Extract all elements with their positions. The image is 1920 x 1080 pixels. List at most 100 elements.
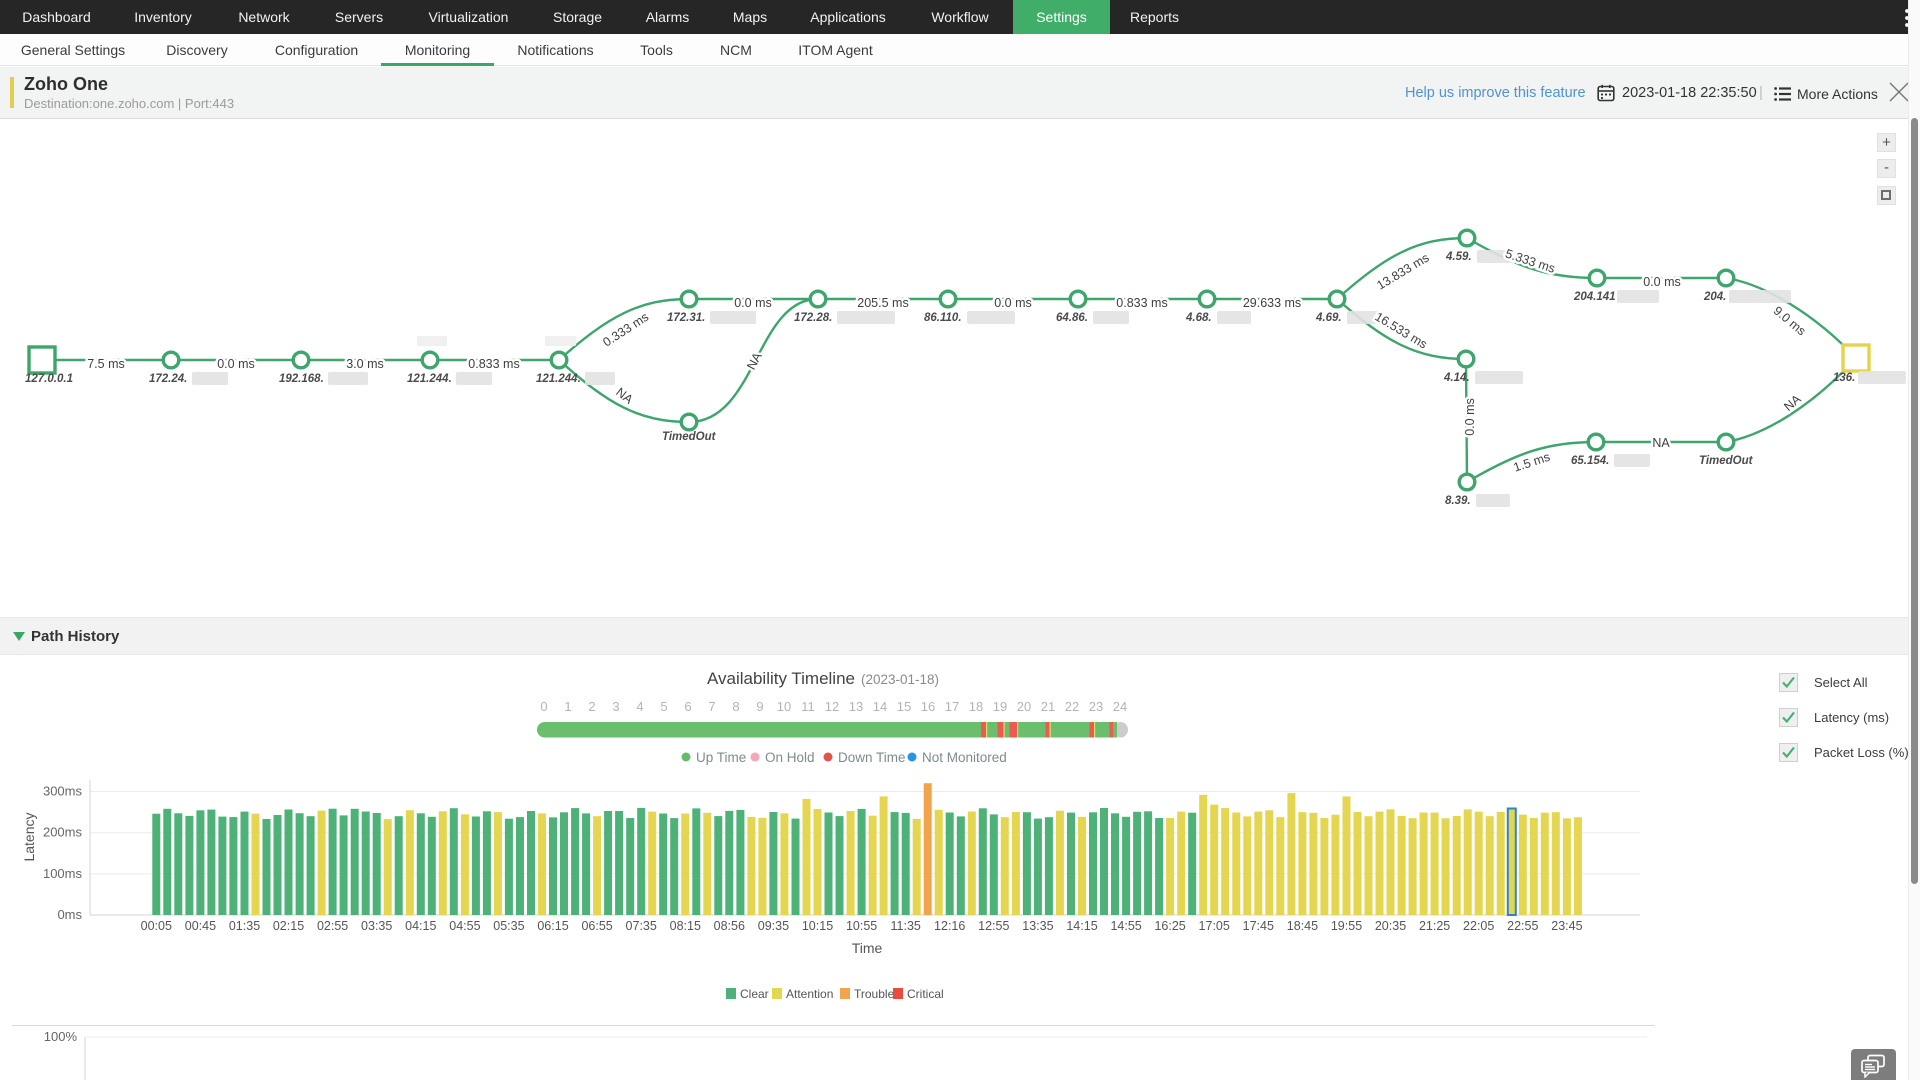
svg-text:1: 1 bbox=[564, 699, 571, 714]
svg-text:Down Time: Down Time bbox=[838, 750, 906, 765]
svg-text:0.0 ms: 0.0 ms bbox=[734, 296, 772, 310]
svg-text:05:35: 05:35 bbox=[493, 919, 524, 933]
svg-text:Critical: Critical bbox=[907, 987, 944, 1001]
svg-text:17:45: 17:45 bbox=[1243, 919, 1274, 933]
svg-text:22:55: 22:55 bbox=[1507, 919, 1538, 933]
svg-text:121.244.: 121.244. bbox=[536, 373, 581, 385]
svg-text:7.5 ms: 7.5 ms bbox=[87, 357, 125, 371]
svg-text:On Hold: On Hold bbox=[765, 750, 815, 765]
svg-text:17: 17 bbox=[945, 699, 959, 714]
svg-text:Not Monitored: Not Monitored bbox=[922, 750, 1007, 765]
svg-text:Attention: Attention bbox=[786, 987, 833, 1001]
svg-text:6: 6 bbox=[684, 699, 691, 714]
svg-text:200ms: 200ms bbox=[43, 825, 83, 840]
svg-text:23: 23 bbox=[1089, 699, 1103, 714]
svg-text:0.0 ms: 0.0 ms bbox=[994, 296, 1032, 310]
svg-text:22: 22 bbox=[1065, 699, 1079, 714]
svg-text:07:35: 07:35 bbox=[626, 919, 657, 933]
svg-text:300ms: 300ms bbox=[43, 784, 83, 799]
svg-text:TimedOut: TimedOut bbox=[662, 431, 717, 443]
svg-text:02:55: 02:55 bbox=[317, 919, 348, 933]
svg-text:19: 19 bbox=[993, 699, 1007, 714]
svg-text:0ms: 0ms bbox=[57, 907, 82, 922]
svg-text:21: 21 bbox=[1041, 699, 1055, 714]
svg-text:11: 11 bbox=[801, 699, 815, 714]
svg-text:00:45: 00:45 bbox=[185, 919, 216, 933]
svg-text:86.110.: 86.110. bbox=[924, 312, 962, 324]
svg-text:Availability Timeline: Availability Timeline bbox=[707, 669, 855, 688]
svg-text:06:55: 06:55 bbox=[581, 919, 612, 933]
svg-text:100%: 100% bbox=[44, 1029, 78, 1044]
svg-text:204.: 204. bbox=[1703, 291, 1726, 303]
svg-text:24: 24 bbox=[1113, 699, 1127, 714]
svg-text:2: 2 bbox=[588, 699, 595, 714]
svg-text:0.833 ms: 0.833 ms bbox=[1116, 296, 1167, 310]
svg-text:13:35: 13:35 bbox=[1022, 919, 1053, 933]
svg-text:06:15: 06:15 bbox=[537, 919, 568, 933]
svg-text:14: 14 bbox=[873, 699, 887, 714]
svg-text:20:35: 20:35 bbox=[1375, 919, 1406, 933]
svg-text:127.0.0.1: 127.0.0.1 bbox=[25, 373, 73, 385]
svg-text:4.69.: 4.69. bbox=[1315, 312, 1342, 324]
svg-text:14:15: 14:15 bbox=[1066, 919, 1097, 933]
svg-text:0.0 ms: 0.0 ms bbox=[1643, 275, 1681, 289]
svg-text:0.833 ms: 0.833 ms bbox=[468, 357, 519, 371]
svg-text:01:35: 01:35 bbox=[229, 919, 260, 933]
svg-text:10:15: 10:15 bbox=[802, 919, 833, 933]
svg-text:172.28.: 172.28. bbox=[794, 312, 832, 324]
svg-text:172.31.: 172.31. bbox=[667, 312, 705, 324]
svg-text:0.0 ms: 0.0 ms bbox=[217, 357, 255, 371]
svg-text:16: 16 bbox=[921, 699, 935, 714]
svg-text:136.: 136. bbox=[1833, 372, 1855, 384]
svg-text:3.0 ms: 3.0 ms bbox=[346, 357, 384, 371]
svg-text:4.68.: 4.68. bbox=[1185, 312, 1212, 324]
svg-text:14:55: 14:55 bbox=[1110, 919, 1141, 933]
svg-text:16:25: 16:25 bbox=[1154, 919, 1185, 933]
svg-text:12: 12 bbox=[825, 699, 839, 714]
svg-text:Time: Time bbox=[852, 940, 883, 956]
svg-text:20: 20 bbox=[1017, 699, 1031, 714]
svg-text:64.86.: 64.86. bbox=[1056, 312, 1088, 324]
svg-text:8.39.: 8.39. bbox=[1445, 495, 1471, 507]
svg-text:Latency: Latency bbox=[21, 812, 37, 861]
svg-text:08:56: 08:56 bbox=[714, 919, 745, 933]
svg-text:18:45: 18:45 bbox=[1287, 919, 1318, 933]
svg-text:4.14.: 4.14. bbox=[1443, 372, 1470, 384]
svg-text:Trouble: Trouble bbox=[854, 987, 895, 1001]
svg-text:7: 7 bbox=[708, 699, 715, 714]
svg-text:15: 15 bbox=[897, 699, 911, 714]
svg-text:9: 9 bbox=[756, 699, 763, 714]
svg-text:21:25: 21:25 bbox=[1419, 919, 1450, 933]
svg-text:19:55: 19:55 bbox=[1331, 919, 1362, 933]
svg-text:22:05: 22:05 bbox=[1463, 919, 1494, 933]
svg-text:10: 10 bbox=[777, 699, 791, 714]
svg-text:TimedOut: TimedOut bbox=[1699, 455, 1754, 467]
svg-text:Clear: Clear bbox=[740, 987, 769, 1001]
svg-text:NA: NA bbox=[1652, 436, 1670, 450]
svg-text:65.154.: 65.154. bbox=[1571, 455, 1609, 467]
svg-text:04:55: 04:55 bbox=[449, 919, 480, 933]
svg-text:172.24.: 172.24. bbox=[149, 373, 187, 385]
svg-text:(2023-01-18): (2023-01-18) bbox=[861, 672, 939, 687]
svg-text:11:35: 11:35 bbox=[891, 919, 921, 933]
svg-text:8: 8 bbox=[732, 699, 739, 714]
svg-text:09:35: 09:35 bbox=[758, 919, 789, 933]
svg-text:12:55: 12:55 bbox=[978, 919, 1009, 933]
svg-text:121.244.: 121.244. bbox=[407, 373, 452, 385]
svg-text:5: 5 bbox=[660, 699, 667, 714]
svg-text:18: 18 bbox=[969, 699, 983, 714]
svg-text:02:15: 02:15 bbox=[273, 919, 304, 933]
svg-text:03:35: 03:35 bbox=[361, 919, 392, 933]
svg-text:3: 3 bbox=[612, 699, 619, 714]
svg-text:0: 0 bbox=[540, 699, 547, 714]
svg-text:4.59.: 4.59. bbox=[1445, 251, 1472, 263]
svg-text:00:05: 00:05 bbox=[141, 919, 172, 933]
svg-text:29.633 ms: 29.633 ms bbox=[1243, 296, 1301, 310]
svg-text:17:05: 17:05 bbox=[1199, 919, 1230, 933]
svg-text:12:16: 12:16 bbox=[934, 919, 965, 933]
svg-text:Up Time: Up Time bbox=[696, 750, 746, 765]
svg-text:100ms: 100ms bbox=[43, 866, 83, 881]
svg-text:08:15: 08:15 bbox=[670, 919, 701, 933]
svg-text:204.141: 204.141 bbox=[1573, 291, 1616, 303]
svg-text:13: 13 bbox=[849, 699, 863, 714]
